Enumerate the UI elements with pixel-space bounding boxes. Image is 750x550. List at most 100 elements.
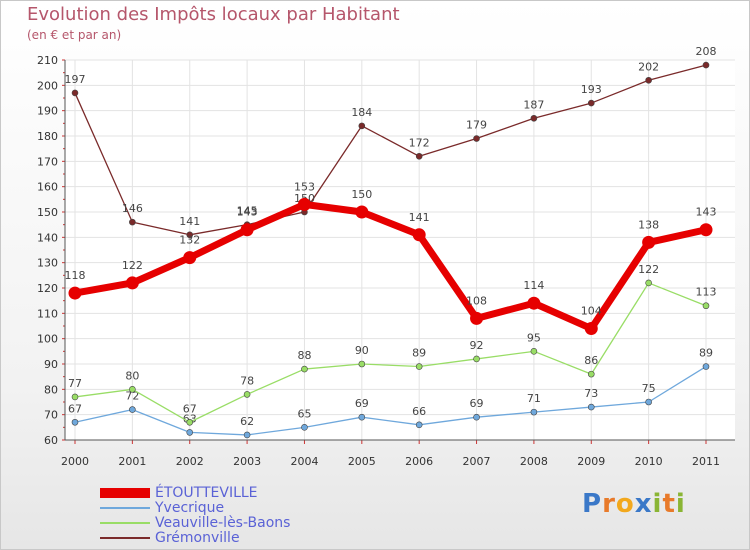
logo-letter: r: [602, 489, 616, 519]
data-point: [587, 370, 595, 378]
data-label: 118: [65, 269, 86, 282]
data-point: [645, 76, 652, 84]
data-point: [358, 360, 366, 368]
x-tick-label: 2011: [692, 455, 720, 468]
y-tick-label: 170: [37, 155, 58, 168]
legend-label: Yvecrique: [155, 500, 225, 516]
data-point: [243, 431, 251, 439]
data-label: 77: [68, 377, 82, 390]
data-label: 92: [470, 339, 484, 352]
proxiti-logo: Proxiti: [582, 489, 686, 519]
data-label: 69: [470, 397, 484, 410]
data-point: [186, 429, 194, 436]
data-point: [527, 296, 541, 310]
data-point: [584, 322, 598, 336]
data-point: [415, 421, 423, 429]
data-point: [587, 403, 595, 411]
logo-letter: o: [615, 489, 635, 519]
y-tick-label: 150: [37, 206, 58, 219]
data-point: [71, 393, 79, 401]
legend-swatch-gremonville: [100, 537, 150, 539]
data-point: [186, 231, 194, 239]
data-point: [473, 135, 480, 142]
series-line: [74, 64, 707, 236]
data-label: 193: [581, 83, 602, 96]
y-tick-label: 130: [37, 257, 58, 270]
y-tick-label: 210: [37, 54, 58, 67]
data-point: [415, 363, 423, 370]
logo-letter: t: [662, 489, 676, 519]
data-label: 208: [696, 45, 717, 58]
series-line: [71, 200, 710, 333]
x-tick-label: 2009: [577, 455, 605, 468]
x-tick-label: 2004: [290, 455, 318, 468]
y-tick-label: 180: [37, 130, 58, 143]
data-point: [240, 223, 254, 237]
series-line: [74, 282, 707, 423]
y-tick-label: 80: [44, 383, 58, 396]
y-tick-label: 110: [37, 307, 58, 320]
data-label: 65: [297, 407, 311, 420]
data-label: 89: [699, 347, 713, 360]
y-tick-label: 200: [37, 79, 58, 92]
data-point: [530, 348, 538, 355]
data-point: [415, 152, 423, 160]
data-label: 62: [240, 415, 254, 428]
data-label: 122: [638, 263, 659, 276]
x-tick-label: 2008: [520, 455, 548, 468]
data-point: [642, 235, 656, 249]
data-label: 202: [638, 60, 659, 73]
series-line: [74, 365, 707, 436]
data-point: [186, 418, 194, 426]
x-tick-label: 2010: [635, 455, 663, 468]
legend-label: Veauville-lès-Baons: [155, 515, 291, 531]
x-tick-label: 2002: [176, 455, 204, 468]
x-tick-label: 2001: [118, 455, 146, 468]
x-tick-label: 2006: [405, 455, 433, 468]
data-point: [68, 286, 82, 300]
y-tick-label: 60: [44, 434, 58, 447]
x-tick-label: 2007: [463, 455, 491, 468]
logo-letter: x: [634, 489, 653, 519]
data-label: 187: [523, 98, 544, 111]
y-tick-label: 100: [37, 333, 58, 346]
data-point: [587, 99, 595, 107]
data-label: 153: [294, 180, 315, 193]
data-point: [645, 279, 652, 287]
data-point: [297, 197, 311, 211]
data-label: 114: [523, 279, 544, 292]
data-label: 146: [122, 202, 143, 215]
data-point: [129, 218, 136, 226]
data-point: [355, 205, 369, 219]
logo-letter: P: [582, 489, 603, 519]
data-point: [71, 418, 79, 426]
data-label: 73: [584, 387, 598, 400]
data-point: [530, 408, 538, 416]
x-tick-label: 2000: [61, 455, 89, 468]
data-label: 108: [466, 294, 487, 307]
y-tick-label: 190: [37, 105, 58, 118]
plot-area: [65, 60, 735, 440]
data-label: 67: [183, 402, 197, 415]
data-point: [129, 406, 136, 413]
x-tick-label: 2005: [348, 455, 376, 468]
data-label: 132: [179, 234, 200, 247]
data-label: 184: [351, 106, 372, 119]
data-label: 141: [409, 211, 430, 224]
data-label: 122: [122, 259, 143, 272]
data-point: [473, 413, 480, 421]
data-point: [71, 89, 79, 97]
data-label: 69: [355, 397, 369, 410]
legend-swatch-etoutteville: [100, 488, 150, 498]
data-label: 143: [696, 206, 717, 219]
data-point: [125, 276, 139, 290]
data-label: 66: [412, 405, 426, 418]
data-label: 88: [297, 349, 311, 362]
data-label: 104: [581, 305, 602, 318]
data-label: 89: [412, 347, 426, 360]
legend-label: Grémonville: [155, 530, 240, 546]
y-tick-label: 90: [44, 358, 58, 371]
data-label: 63: [183, 412, 197, 425]
data-label: 143: [237, 206, 258, 219]
